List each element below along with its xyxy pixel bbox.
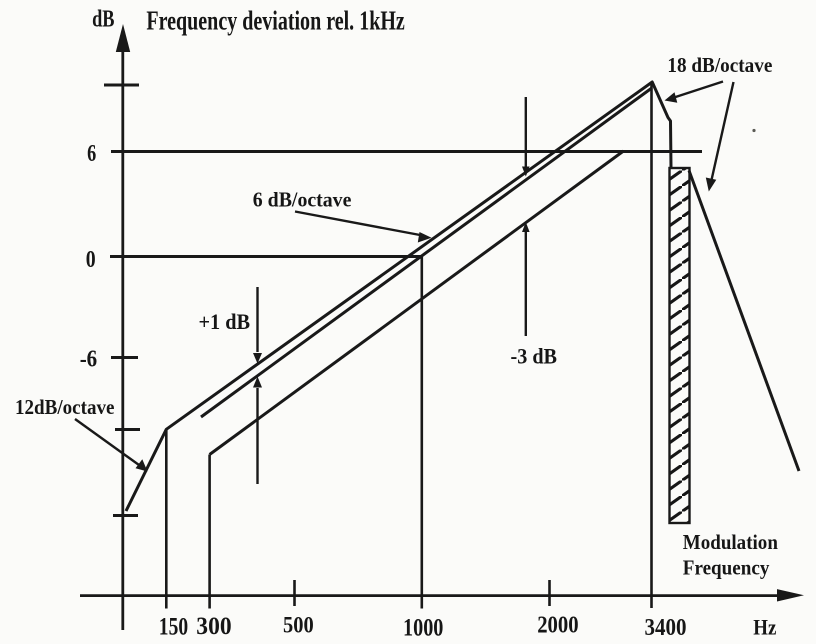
svg-text:-3 dB: -3 dB	[511, 344, 558, 369]
svg-text:6: 6	[87, 141, 96, 167]
svg-text:-6: -6	[80, 347, 98, 373]
svg-text:Hz: Hz	[753, 615, 776, 640]
svg-text:6 dB/octave: 6 dB/octave	[253, 187, 352, 211]
svg-text:dB: dB	[92, 6, 114, 32]
svg-text:2000: 2000	[537, 613, 578, 639]
svg-text:Frequency deviation rel. 1kHz: Frequency deviation rel. 1kHz	[146, 6, 404, 36]
svg-text:12dB/octave: 12dB/octave	[15, 395, 115, 419]
svg-text:Modulation: Modulation	[683, 530, 778, 554]
svg-text:150: 150	[159, 613, 188, 640]
svg-text:3400: 3400	[645, 615, 687, 641]
svg-text:300: 300	[196, 613, 231, 640]
svg-text:18 dB/octave: 18 dB/octave	[667, 53, 772, 77]
svg-text:+1 dB: +1 dB	[199, 309, 251, 334]
svg-text:Frequency: Frequency	[683, 556, 770, 580]
svg-text:1000: 1000	[403, 615, 443, 642]
svg-text:500: 500	[283, 613, 314, 638]
svg-text:0: 0	[86, 247, 96, 273]
